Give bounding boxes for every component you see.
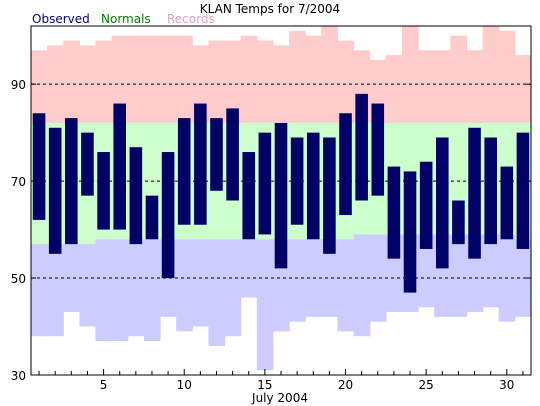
legend-normals: Normals [101, 12, 151, 26]
record-low-band [240, 239, 258, 298]
record-low-band [482, 234, 500, 308]
record-high-band [434, 50, 451, 123]
record-low-band [353, 234, 371, 337]
record-high-band [272, 45, 290, 123]
observed-bar [65, 118, 78, 245]
record-high-band [208, 40, 226, 123]
observed-bar [97, 152, 110, 230]
record-high-band [63, 40, 80, 123]
record-low-band [369, 234, 387, 322]
record-low-band [111, 239, 129, 342]
record-low-band [450, 234, 468, 317]
legend-records: Records [167, 12, 215, 26]
y-tick-label: 70 [11, 175, 26, 189]
observed-bar [258, 132, 272, 235]
observed-bar [129, 147, 143, 245]
observed-bar [81, 132, 94, 196]
observed-bar [516, 132, 530, 249]
record-low-band [418, 234, 435, 308]
observed-bar [484, 137, 497, 245]
y-tick-label: 50 [11, 272, 26, 286]
observed-bar [339, 113, 352, 216]
record-low-band [337, 239, 355, 332]
record-low-band [289, 239, 306, 322]
record-high-band [418, 50, 435, 123]
observed-bar [194, 103, 207, 225]
observed-bar [161, 152, 175, 279]
observed-bar [145, 195, 159, 240]
record-high-band [337, 40, 355, 123]
observed-bar [452, 200, 465, 245]
chart-title: KLAN Temps for 7/2004 [200, 2, 340, 16]
x-axis-label: July 2004 [251, 391, 308, 405]
x-tick-label: 30 [499, 378, 514, 392]
record-high-band [143, 35, 161, 123]
observed-bar [210, 118, 223, 191]
observed-bar [48, 127, 62, 254]
observed-bar [226, 108, 239, 201]
observed-bar [468, 127, 481, 259]
record-low-band [224, 239, 242, 337]
record-high-band [176, 35, 193, 123]
record-high-band [498, 30, 516, 123]
observed-bar [387, 166, 401, 259]
record-low-band [208, 239, 226, 346]
legend-observed: Observed [32, 12, 90, 26]
observed-bar [242, 152, 256, 240]
record-high-band [111, 35, 129, 123]
y-tick-label: 30 [11, 369, 26, 383]
record-high-band [127, 35, 145, 123]
observed-bar [355, 93, 368, 201]
record-high-band [385, 55, 403, 123]
observed-bar [32, 113, 46, 220]
record-low-band [31, 244, 48, 337]
record-high-band [466, 50, 484, 123]
x-tick-label: 20 [338, 378, 353, 392]
record-high-band [450, 35, 468, 123]
record-low-band [192, 239, 210, 327]
x-tick-label: 10 [177, 378, 192, 392]
x-tick-label: 5 [100, 378, 108, 392]
record-high-band [240, 35, 258, 123]
y-tick-label: 90 [11, 78, 26, 92]
x-tick-label: 25 [419, 378, 434, 392]
record-high-band [31, 50, 48, 123]
observed-bar [177, 118, 191, 225]
record-low-band [47, 244, 64, 337]
observed-bar [323, 137, 336, 254]
observed-bar [436, 137, 449, 269]
record-high-band [224, 40, 242, 123]
plot-area [31, 26, 532, 371]
observed-bar [290, 137, 304, 225]
record-high-band [482, 26, 500, 123]
record-low-band [63, 244, 80, 312]
observed-bar [419, 161, 433, 249]
record-low-band [127, 239, 145, 337]
observed-bar [274, 122, 288, 269]
record-high-band [321, 26, 339, 123]
observed-bar [403, 171, 417, 293]
record-high-band [95, 40, 113, 123]
observed-bar [113, 103, 126, 230]
record-high-band [305, 35, 322, 123]
record-low-band [176, 239, 193, 332]
record-low-band [143, 239, 161, 342]
record-high-band [401, 26, 419, 123]
record-high-band [160, 35, 177, 123]
record-low-band [256, 239, 274, 371]
record-low-band [321, 239, 339, 317]
record-high-band [256, 40, 274, 123]
observed-bar [500, 166, 514, 240]
observed-bar [371, 103, 385, 196]
record-high-band [289, 30, 306, 123]
record-low-band [79, 244, 97, 327]
record-low-band [95, 239, 113, 342]
x-tick-label: 15 [257, 378, 272, 392]
axes: 30 50 70 90 5 10 15 20 25 30 [11, 25, 532, 392]
observed-bar [306, 132, 320, 240]
record-high-band [514, 55, 532, 123]
